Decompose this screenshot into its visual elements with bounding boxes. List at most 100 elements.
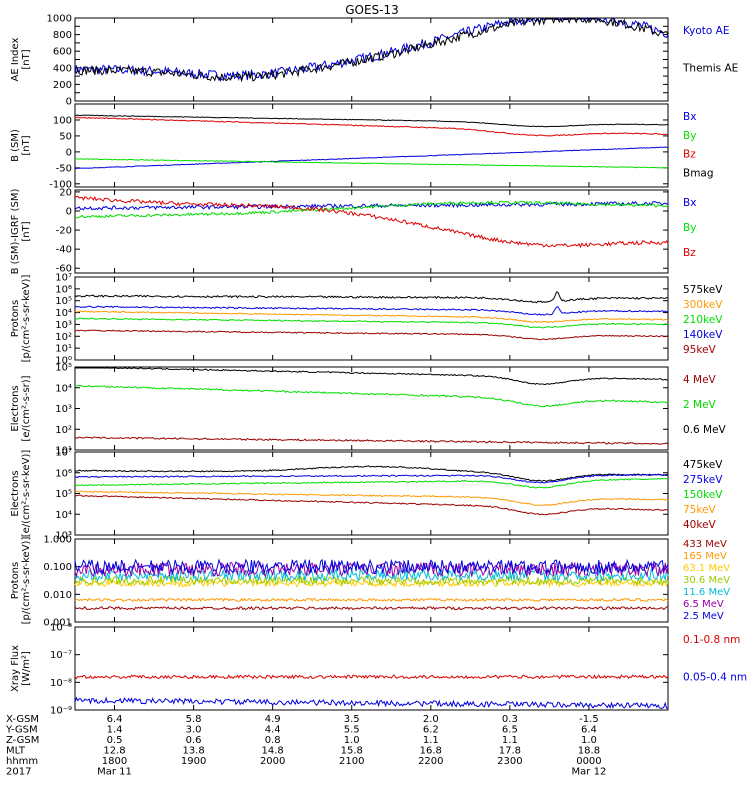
ytick-label: 10⁻⁶ <box>50 623 72 634</box>
series-line-bsm-1 <box>74 158 669 169</box>
legend-protons2-5: 6.5 MeV <box>683 599 724 610</box>
y-axis-label: Xray Flux <box>10 645 21 692</box>
ytick-label: 10⁵ <box>55 489 72 500</box>
xaxis-value: 13.8 <box>182 746 204 757</box>
legend-electrons2-4: 40keV <box>683 519 717 531</box>
legend-bsm-3: Bmag <box>683 167 714 179</box>
series-line-electrons2-1 <box>74 473 669 484</box>
xaxis-value: 0.5 <box>107 735 123 746</box>
series-line-protons1-3 <box>74 305 669 316</box>
y-axis-label: B (SM)-IGRF (SM) <box>10 189 21 275</box>
ytick-label: 10⁷ <box>55 273 72 284</box>
ytick-label: 10⁶ <box>55 468 72 479</box>
xaxis-value: 2100 <box>339 756 364 767</box>
series-line-electrons1-0 <box>74 436 669 445</box>
legend-electrons1-2: 0.6 MeV <box>683 424 727 436</box>
y-axis-label: B (SM) <box>10 129 21 162</box>
ytick-label: 10⁴ <box>55 510 72 521</box>
xaxis-value: 6.2 <box>423 725 439 736</box>
ytick-label: 0 <box>66 147 72 158</box>
panel-frame <box>74 103 669 188</box>
legend-electrons2-1: 275keV <box>683 474 723 486</box>
panel-electrons2: 10³ 10⁴ 10⁵ 10⁶ 10⁷ Electrons [e/(cm²-s-sr-keV… <box>10 448 723 542</box>
legend-electrons2-2: 150keV <box>683 489 723 501</box>
ytick-label: 10² <box>55 425 72 436</box>
xaxis-value: 4.9 <box>265 714 281 725</box>
xaxis-value: 2200 <box>418 756 443 767</box>
series-line-protons1-0 <box>74 291 669 304</box>
legend-protons1-3: 140keV <box>683 329 723 341</box>
ytick-label: -100 <box>49 179 72 190</box>
ytick-label: 10¹ <box>55 344 72 355</box>
xaxis-value: Mar 11 <box>97 767 132 778</box>
ytick-label: 0.001 <box>43 618 72 629</box>
series-line-electrons2-4 <box>74 494 669 516</box>
ytick-label: 10⁻⁷ <box>50 650 72 661</box>
legend-electrons1-1: 2 MeV <box>683 399 717 411</box>
ytick-label: 200 <box>53 80 72 91</box>
ytick-label: 50 <box>59 131 72 142</box>
xaxis-value: 0000 <box>576 756 601 767</box>
ytick-label: 10² <box>55 332 72 343</box>
series-line-xray-1 <box>74 696 669 709</box>
legend-bsm-0: Bx <box>683 111 696 123</box>
xaxis-value: 1.1 <box>502 735 518 746</box>
panel-electrons1: 10¹ 10² 10³ 10⁴ 10⁵ Electrons [e/(cm²-s-sr)] 4 … <box>10 363 727 457</box>
panel-protons2: 0.001 0.010 0.100 1.000 Protons [p/(cm²-s-sr-… <box>10 535 730 629</box>
ytick-label: 10³ <box>55 320 72 331</box>
ytick-label: 10³ <box>55 531 72 542</box>
legend-electrons1-0: 4 MeV <box>683 374 717 386</box>
panel-xray: 10⁻⁹ 10⁻⁸ 10⁻⁷ 10⁻⁶ Xray Flux [W/m²] 0.1-0.8 n… <box>10 623 747 717</box>
series-line-protons2-6 <box>74 558 669 576</box>
legend-protons2-2: 63.1 MeV <box>683 563 730 574</box>
legend-protons2-6: 2.5 MeV <box>683 611 724 622</box>
ytick-label: 400 <box>53 63 72 74</box>
xaxis-value: 16.8 <box>420 746 442 757</box>
xaxis-value: 1.0 <box>581 735 597 746</box>
xaxis-row-label: Z-GSM <box>6 735 39 746</box>
xaxis-row-label: 2017 <box>6 767 31 778</box>
series-line-bsmigrf-1 <box>74 200 669 219</box>
y-axis-label: [nT] <box>21 135 32 155</box>
series-line-protons1-2 <box>74 317 669 329</box>
legend-protons2-0: 433 MeV <box>683 539 727 550</box>
series-line-protons2-4 <box>74 567 669 582</box>
ytick-label: 10⁵ <box>55 363 72 374</box>
ytick-label: 10⁵ <box>55 296 72 307</box>
series-line-bsmigrf-2 <box>74 195 669 249</box>
series-line-electrons1-1 <box>74 384 669 408</box>
legend-electrons2-3: 75keV <box>683 504 717 516</box>
xaxis-value: -1.5 <box>579 714 599 725</box>
series-line-electrons1-2 <box>75 367 669 386</box>
ytick-label: -20 <box>56 226 72 237</box>
panel-frame <box>74 626 669 711</box>
ytick-label: 0 <box>66 97 72 108</box>
xaxis-value: 2.0 <box>423 714 439 725</box>
y-axis-label: Protons <box>10 562 21 599</box>
y-axis-label: Electrons <box>10 385 21 431</box>
series-line-protons2-0 <box>74 605 669 611</box>
xaxis-row-label: X-GSM <box>6 714 39 725</box>
ytick-label: 10⁰ <box>55 356 72 367</box>
xaxis-value: 0.6 <box>186 735 202 746</box>
xaxis-value: 2000 <box>260 756 285 767</box>
legend-protons1-2: 210keV <box>683 314 723 326</box>
legend-protons1-4: 95keV <box>683 344 717 356</box>
y-axis-label: [nT] <box>21 221 32 241</box>
xaxis-value: 2300 <box>497 756 522 767</box>
xaxis-value: 6.5 <box>502 725 518 736</box>
legend-bsm-2: Bz <box>683 149 696 161</box>
y-axis-label: Protons <box>10 300 21 337</box>
xaxis-value: 3.0 <box>186 725 202 736</box>
ytick-label: 10³ <box>55 404 72 415</box>
panel-ae: 0 200 400 600 800 1000 AE Index [nT] Kyoto AE The… <box>10 14 738 108</box>
series-line-ae-1 <box>74 17 669 83</box>
ytick-label: 600 <box>53 47 72 58</box>
series-line-ae-0 <box>74 17 669 82</box>
legend-bsmigrf-0: Bx <box>683 197 696 209</box>
series-line-electrons2-3 <box>74 490 669 507</box>
legend-protons1-1: 300keV <box>683 299 723 311</box>
panel-frame <box>74 276 669 361</box>
